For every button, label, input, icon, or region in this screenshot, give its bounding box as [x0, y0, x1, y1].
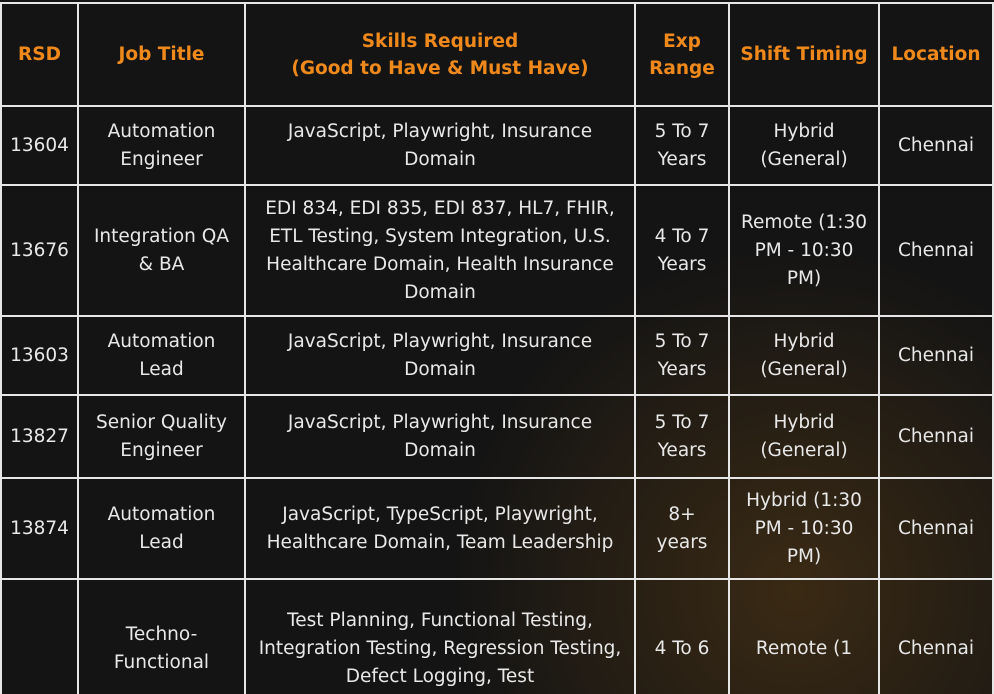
table-row: Techno-Functional Test Planning, Function… — [0, 578, 994, 694]
table-cell: Automation Lead — [77, 315, 246, 396]
header-cell: Exp Range — [634, 2, 730, 107]
header-text: Range — [649, 57, 715, 79]
header-cell: RSD — [0, 2, 79, 107]
table-cell: Hybrid (General) — [728, 105, 880, 186]
table-cell: JavaScript, Playwright, Insurance Domain — [244, 105, 636, 186]
header-text: (Good to Have & Must Have) — [291, 57, 589, 79]
table-cell: JavaScript, TypeScript, Playwright, Heal… — [244, 477, 636, 580]
header-cell: Job Title — [77, 2, 246, 107]
table-cell: Chennai — [878, 578, 994, 694]
table-cell: Hybrid (General) — [728, 315, 880, 396]
table-cell: 13604 — [0, 105, 79, 186]
table-cell: Remote (1 — [728, 578, 880, 694]
table-cell: Chennai — [878, 394, 994, 479]
table-cell: Automation Lead — [77, 477, 246, 580]
table-cell: 8+ years — [634, 477, 730, 580]
table-cell: Chennai — [878, 315, 994, 396]
table-cell: Integration QA & BA — [77, 184, 246, 317]
header-cell: Skills Required (Good to Have & Must Have… — [244, 2, 636, 107]
table-cell: Hybrid (1:30 PM - 10:30 PM) — [728, 477, 880, 580]
table-cell: 5 To 7 Years — [634, 315, 730, 396]
table-cell: Techno-Functional — [77, 578, 246, 694]
table-row: 13827 Senior Quality Engineer JavaScript, … — [0, 394, 994, 479]
table-cell: Chennai — [878, 105, 994, 186]
table-cell: Hybrid (General) — [728, 394, 880, 479]
table-cell: Chennai — [878, 184, 994, 317]
table-row: 13603 Automation Lead JavaScript, Playwrig… — [0, 315, 994, 396]
header-text: Exp — [663, 30, 701, 52]
table-cell: 5 To 7 Years — [634, 394, 730, 479]
table-cell: Test Planning, Functional Testing, Integ… — [244, 578, 636, 694]
header-cell: Location — [878, 2, 994, 107]
header-row: RSD Job Title Skills Required (Good to Have… — [0, 2, 994, 107]
table-cell: Automation Engineer — [77, 105, 246, 186]
table-cell: 5 To 7 Years — [634, 105, 730, 186]
table-row: 13676 Integration QA & BA EDI 834, EDI 835… — [0, 184, 994, 317]
table-cell: JavaScript, Playwright, Insurance Domain — [244, 394, 636, 479]
table-cell: 13603 — [0, 315, 79, 396]
header-text: RSD — [18, 44, 61, 65]
header-text: Skills Required — [361, 30, 519, 52]
table-cell: Senior Quality Engineer — [77, 394, 246, 479]
table-cell: Chennai — [878, 477, 994, 580]
table-row: 13874 Automation Lead JavaScript, TypeScri… — [0, 477, 994, 580]
table-cell: 13676 — [0, 184, 79, 317]
table-cell: EDI 834, EDI 835, EDI 837, HL7, FHIR, ET… — [244, 184, 636, 317]
table-cell: JavaScript, Playwright, Insurance Domain — [244, 315, 636, 396]
header-text: Job Title — [118, 44, 205, 65]
table-cell — [0, 578, 79, 694]
header-text: Location — [891, 44, 981, 65]
header-cell: Shift Timing — [728, 2, 880, 107]
table-cell: 13827 — [0, 394, 79, 479]
table-cell: 4 To 6 — [634, 578, 730, 694]
table-cell: 4 To 7 Years — [634, 184, 730, 317]
table-row: 13604 Automation Engineer JavaScript, Play… — [0, 105, 994, 186]
table-cell: Remote (1:30 PM - 10:30 PM) — [728, 184, 880, 317]
header-text: Shift Timing — [740, 44, 868, 65]
table-cell: 13874 — [0, 477, 79, 580]
